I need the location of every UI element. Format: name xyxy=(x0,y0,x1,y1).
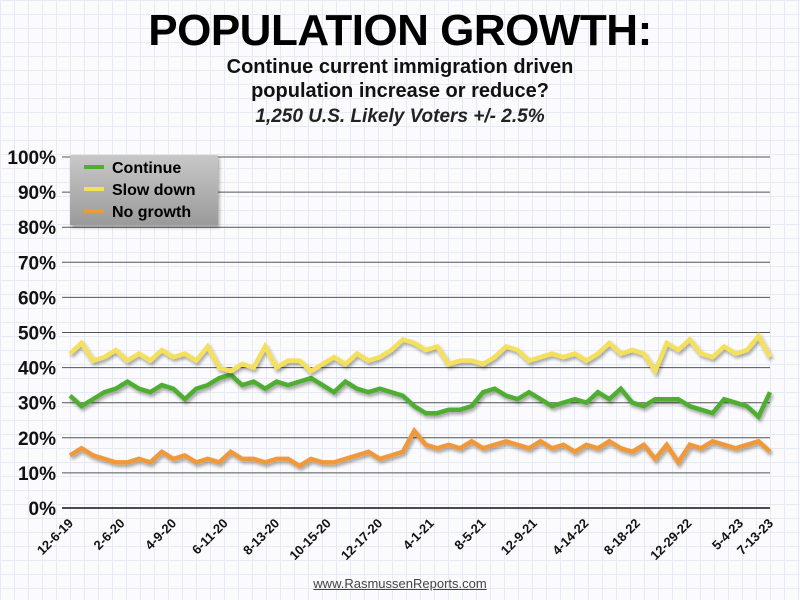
x-tick-label: 12-9-21 xyxy=(498,516,540,558)
chart-title: POPULATION GROWTH: xyxy=(148,6,652,55)
x-tick-label: 12-29-22 xyxy=(647,516,694,563)
x-tick-label: 10-15-20 xyxy=(286,516,333,563)
y-tick-label: 10% xyxy=(18,464,56,485)
y-tick-label: 70% xyxy=(18,253,56,274)
legend-label: No growth xyxy=(112,204,191,221)
series-line-continue xyxy=(68,372,773,421)
y-tick-label: 0% xyxy=(29,499,57,520)
source-link[interactable]: www.RasmussenReports.com xyxy=(313,576,487,591)
x-tick-label: 8-18-22 xyxy=(601,516,643,558)
sample-note: 1,250 U.S. Likely Voters +/- 2.5% xyxy=(255,106,545,127)
x-tick-label: 8-13-20 xyxy=(240,516,282,558)
y-tick-label: 90% xyxy=(18,183,56,204)
subtitle-line-1: Continue current immigration driven xyxy=(226,56,574,78)
x-tick-label: 2-6-20 xyxy=(90,516,127,553)
y-tick-label: 40% xyxy=(18,359,56,380)
x-tick-label: 4-1-21 xyxy=(400,516,437,553)
y-tick-label: 50% xyxy=(18,324,56,345)
y-tick-label: 30% xyxy=(18,394,56,415)
x-tick-label: 6-11-20 xyxy=(189,516,231,558)
x-tick-label: 8-5-21 xyxy=(451,516,488,553)
legend-label: Slow down xyxy=(112,182,196,199)
y-tick-label: 80% xyxy=(18,218,56,239)
y-tick-label: 100% xyxy=(7,148,56,169)
x-tick-label: 4-14-22 xyxy=(549,516,591,558)
y-tick-label: 60% xyxy=(18,288,56,309)
legend-label: Continue xyxy=(112,160,181,177)
chart-subtitle: Continue current immigration driven popu… xyxy=(0,55,800,103)
x-tick-label: 4-9-20 xyxy=(142,516,179,553)
subtitle-line-2: population increase or reduce? xyxy=(251,80,549,102)
y-tick-label: 20% xyxy=(18,429,56,450)
series-line-no-growth xyxy=(68,426,772,469)
x-tick-label: 12-6-19 xyxy=(34,516,76,558)
x-tick-label: 12-17-20 xyxy=(338,516,385,563)
series-line-slow-down xyxy=(68,331,772,376)
